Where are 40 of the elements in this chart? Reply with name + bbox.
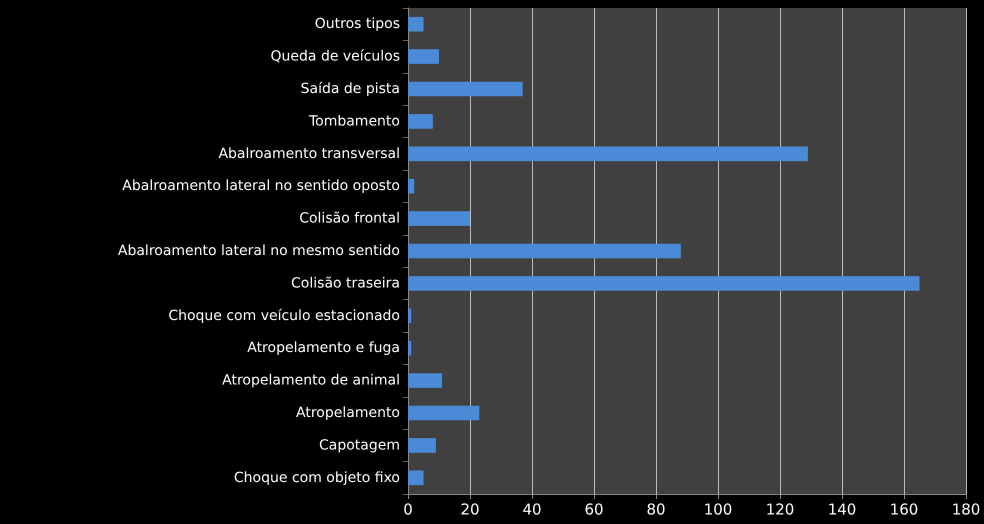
bar — [408, 340, 412, 356]
bar — [408, 406, 480, 420]
bar — [408, 470, 424, 486]
y-tick-label: Tombamento — [308, 113, 400, 130]
y-tick-label: Atropelamento — [296, 405, 400, 421]
bar — [408, 211, 470, 226]
x-tick-label: 80 — [646, 500, 666, 518]
x-tick-label: 140 — [828, 500, 856, 518]
bar — [408, 82, 523, 96]
bar — [408, 438, 436, 453]
x-tick-label: 160 — [890, 500, 918, 518]
y-tick-label: Choque com objeto fixo — [234, 470, 400, 486]
bar — [408, 146, 808, 162]
bar — [408, 276, 920, 291]
y-tick-label: Abalroamento transversal — [218, 146, 400, 162]
x-tick-label: 20 — [460, 500, 480, 518]
x-tick-label: 100 — [704, 500, 732, 518]
x-tick-label: 40 — [522, 500, 542, 518]
bar — [408, 178, 414, 194]
x-tick-label: 60 — [584, 500, 604, 518]
y-tick-label: Saída de pista — [300, 81, 400, 97]
bar — [408, 16, 424, 32]
bar — [408, 308, 412, 324]
x-tick-label: 120 — [766, 500, 794, 518]
y-tick-label: Atropelamento de animal — [222, 372, 400, 389]
bar — [408, 49, 439, 64]
y-tick-label: Colisão frontal — [299, 210, 400, 227]
bar — [408, 373, 442, 388]
y-tick-label: Queda de veículos — [270, 48, 400, 65]
x-tick-label: 180 — [952, 500, 980, 518]
bar — [408, 114, 433, 129]
y-tick-label: Outros tipos — [314, 16, 400, 32]
y-tick-label: Colisão traseira — [291, 275, 400, 292]
y-tick-label: Atropelamento e fuga — [247, 340, 400, 356]
x-tick-label: 0 — [403, 500, 413, 518]
y-tick-label: Abalroamento lateral no sentido oposto — [122, 178, 400, 194]
y-tick-label: Abalroamento lateral no mesmo sentido — [118, 243, 400, 259]
y-tick-label: Capotagem — [318, 437, 400, 454]
y-tick-label: Choque com veículo estacionado — [168, 308, 400, 324]
bar — [408, 244, 681, 258]
